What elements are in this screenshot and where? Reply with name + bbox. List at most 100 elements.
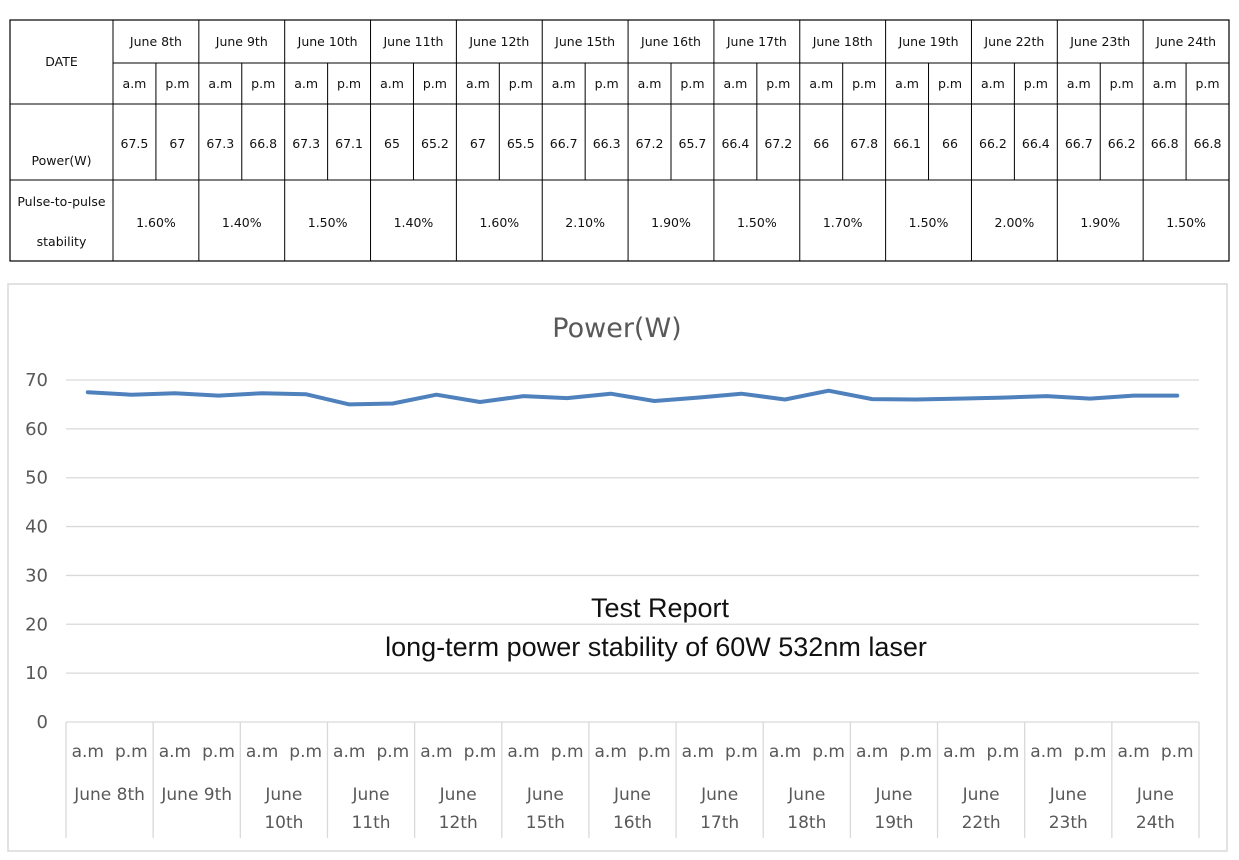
pm-header: p.m <box>680 76 704 91</box>
am-header: a.m <box>809 76 833 91</box>
date-header: June 11th <box>382 34 443 49</box>
x-sub-label: a.m <box>1030 742 1062 762</box>
pm-header: p.m <box>165 76 189 91</box>
x-group-label: 24th <box>1136 813 1175 833</box>
x-group-label: June <box>439 785 477 805</box>
stability-cell: 2.10% <box>565 215 605 230</box>
y-tick-label: 70 <box>25 370 48 391</box>
x-group-label: June <box>700 785 738 805</box>
power-cell: 66.8 <box>1151 136 1179 151</box>
am-header: a.m <box>380 76 404 91</box>
date-header: June 9th <box>215 34 268 49</box>
x-sub-label: a.m <box>943 742 975 762</box>
power-row-label: Power(W) <box>32 153 92 168</box>
power-cell: 67.1 <box>335 136 363 151</box>
stability-cell: 1.40% <box>394 215 434 230</box>
x-sub-label: p.m <box>202 742 235 762</box>
y-tick-label: 20 <box>25 614 48 635</box>
x-sub-label: p.m <box>464 742 497 762</box>
power-cell: 66.4 <box>1022 136 1050 151</box>
pm-header: p.m <box>852 76 876 91</box>
x-group-label: June <box>526 785 564 805</box>
x-sub-label: a.m <box>682 742 714 762</box>
x-sub-label: a.m <box>420 742 452 762</box>
chart-title: Power(W) <box>552 313 681 344</box>
pm-header: p.m <box>251 76 275 91</box>
x-sub-label: p.m <box>987 742 1020 762</box>
x-sub-label: p.m <box>1074 742 1107 762</box>
power-cell: 67.5 <box>121 136 149 151</box>
date-header: June 16th <box>640 34 701 49</box>
pm-header: p.m <box>938 76 962 91</box>
x-sub-label: a.m <box>769 742 801 762</box>
x-group-label: 15th <box>526 813 565 833</box>
am-header: a.m <box>638 76 662 91</box>
overlay-title: Test Report <box>591 593 730 623</box>
stability-cell: 1.60% <box>479 215 519 230</box>
power-cell: 66.8 <box>1194 136 1222 151</box>
x-sub-label: a.m <box>159 742 191 762</box>
power-cell: 66.8 <box>249 136 277 151</box>
x-group-label: June <box>962 785 1000 805</box>
pm-header: p.m <box>766 76 790 91</box>
pm-header: p.m <box>423 76 447 91</box>
x-group-label: 18th <box>787 813 826 833</box>
x-group-label: June <box>1049 785 1087 805</box>
y-tick-label: 0 <box>37 712 48 733</box>
x-sub-label: a.m <box>246 742 278 762</box>
stability-row-label: Pulse-to-pulse <box>17 194 106 209</box>
chart-frame <box>7 283 1228 852</box>
x-sub-label: a.m <box>595 742 627 762</box>
pm-header: p.m <box>595 76 619 91</box>
pm-header: p.m <box>337 76 361 91</box>
table-border <box>9 19 1230 262</box>
power-cell: 67 <box>169 136 185 151</box>
power-cell: 66.7 <box>550 136 578 151</box>
x-group-label: 23th <box>1049 813 1088 833</box>
series-line <box>85 388 1180 407</box>
date-row-label: DATE <box>45 54 78 69</box>
x-group-label: 22th <box>962 813 1001 833</box>
stability-row-label: stability <box>37 234 87 249</box>
date-header: June 24th <box>1155 34 1216 49</box>
pm-header: p.m <box>509 76 533 91</box>
x-sub-label: p.m <box>115 742 148 762</box>
power-cell: 67.2 <box>636 136 664 151</box>
power-cell: 65.7 <box>679 136 707 151</box>
x-group-label: June <box>1136 785 1174 805</box>
date-header: June 8th <box>129 34 182 49</box>
x-group-label: June <box>264 785 302 805</box>
x-sub-label: p.m <box>725 742 758 762</box>
x-sub-label: p.m <box>812 742 845 762</box>
x-group-label: June 9th <box>160 785 232 805</box>
stability-cell: 1.40% <box>222 215 262 230</box>
stability-cell: 1.50% <box>737 215 777 230</box>
series-power <box>85 388 1180 407</box>
power-cell: 66.7 <box>1065 136 1093 151</box>
x-sub-label: p.m <box>551 742 584 762</box>
power-cell: 65.5 <box>507 136 535 151</box>
x-sub-label: a.m <box>507 742 539 762</box>
am-header: a.m <box>895 76 919 91</box>
y-tick-label: 50 <box>25 468 48 489</box>
date-header: June 15th <box>554 34 615 49</box>
x-sub-label: p.m <box>289 742 322 762</box>
y-tick-label: 10 <box>25 663 48 684</box>
stability-cell: 1.50% <box>909 215 949 230</box>
power-cell: 66.2 <box>979 136 1007 151</box>
x-sub-label: a.m <box>1117 742 1149 762</box>
date-header: June 17th <box>726 34 787 49</box>
x-group-label: 17th <box>700 813 739 833</box>
date-header: June 12th <box>468 34 529 49</box>
power-cell: 66.1 <box>893 136 921 151</box>
y-tick-label: 40 <box>25 517 48 538</box>
power-cell: 67.3 <box>206 136 234 151</box>
date-header: June 23th <box>1069 34 1130 49</box>
power-cell: 67.8 <box>850 136 878 151</box>
x-group-label: June <box>787 785 825 805</box>
stability-cell: 1.70% <box>823 215 863 230</box>
stability-cell: 1.90% <box>651 215 691 230</box>
pm-header: p.m <box>1110 76 1134 91</box>
power-cell: 66.4 <box>721 136 749 151</box>
x-group-label: 16th <box>613 813 652 833</box>
